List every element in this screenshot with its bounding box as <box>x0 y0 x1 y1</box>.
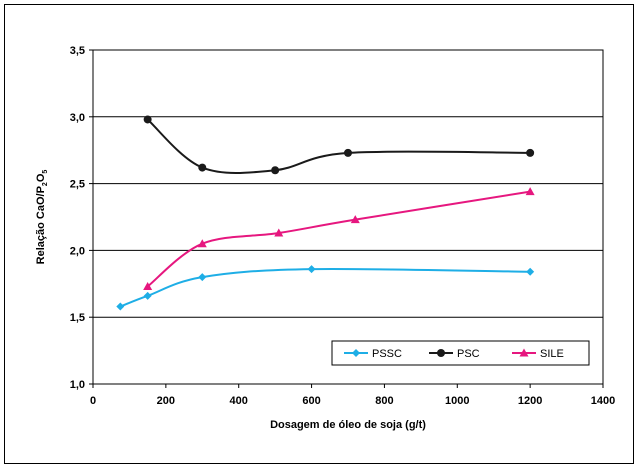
data-point-psc <box>143 115 152 124</box>
axes <box>89 49 604 388</box>
x-tick-label: 1200 <box>518 395 542 407</box>
y-tick-label: 2,5 <box>70 179 85 191</box>
y-axis-title-main: Relação CaO/P <box>35 186 47 264</box>
data-point-sile <box>350 215 360 224</box>
y-tick-label: 3,5 <box>70 45 85 57</box>
x-tick-label: 800 <box>375 395 393 407</box>
x-tick-label: 400 <box>230 395 248 407</box>
y-axis-title-sub2: 5 <box>42 170 49 174</box>
x-tick-label: 1400 <box>591 395 615 407</box>
legend-item-sile: SILE <box>512 348 564 360</box>
y-axis-title-sub1: 2 <box>42 182 49 186</box>
x-tick-label: 200 <box>157 395 175 407</box>
x-tick-label: 600 <box>302 395 320 407</box>
data-point-pssc <box>143 291 152 300</box>
legend-marker-sile <box>519 348 529 357</box>
y-axis-title-mid: O <box>35 173 47 182</box>
data-point-pssc <box>198 273 207 282</box>
series-line-sile <box>147 190 531 288</box>
legend-box <box>331 340 590 366</box>
data-point-psc <box>198 163 207 172</box>
y-tick-label: 1,5 <box>70 312 85 324</box>
legend-label-psc: PSC <box>457 348 480 360</box>
series-pssc <box>116 265 535 311</box>
series-layer <box>116 115 535 311</box>
data-point-sile <box>525 187 535 196</box>
data-point-sile <box>143 281 153 290</box>
data-point-pssc <box>116 302 125 311</box>
data-point-pssc <box>307 265 316 274</box>
y-tick-label: 3,0 <box>70 112 85 124</box>
y-tick-label: 1,0 <box>70 379 85 391</box>
data-point-pssc <box>526 267 535 276</box>
legend-label-sile: SILE <box>540 348 564 360</box>
data-point-psc <box>526 148 535 157</box>
gridlines <box>93 49 603 318</box>
legend-label-pssc: PSSC <box>372 348 402 360</box>
series-line-psc <box>146 118 531 174</box>
x-tick-label: 0 <box>90 395 96 407</box>
data-point-psc <box>271 166 280 175</box>
legend-item-pssc: PSSC <box>344 348 402 360</box>
legend: PSSC PSC SILE <box>331 340 590 366</box>
x-axis-title: Dosagem de óleo de soja (g/t) <box>270 419 426 431</box>
y-axis-title: Relação CaO/P2O5 <box>35 170 49 265</box>
legend-marker-pssc <box>352 349 360 357</box>
plot-area <box>92 49 604 385</box>
series-sile <box>143 187 535 290</box>
data-point-psc <box>344 148 352 157</box>
x-tick-label: 1000 <box>445 395 469 407</box>
data-point-sile <box>197 239 207 248</box>
data-point-sile <box>274 228 284 237</box>
y-tick-label: 2,0 <box>70 245 85 257</box>
legend-item-psc: PSC <box>429 348 480 360</box>
legend-marker-psc <box>437 349 445 357</box>
series-psc <box>143 115 535 175</box>
tick-labels: 1,0 1,5 2,0 2,5 3,0 3,5 0 200 400 600 800 1000 1200 1… <box>70 45 616 407</box>
series-line-pssc <box>119 267 531 308</box>
